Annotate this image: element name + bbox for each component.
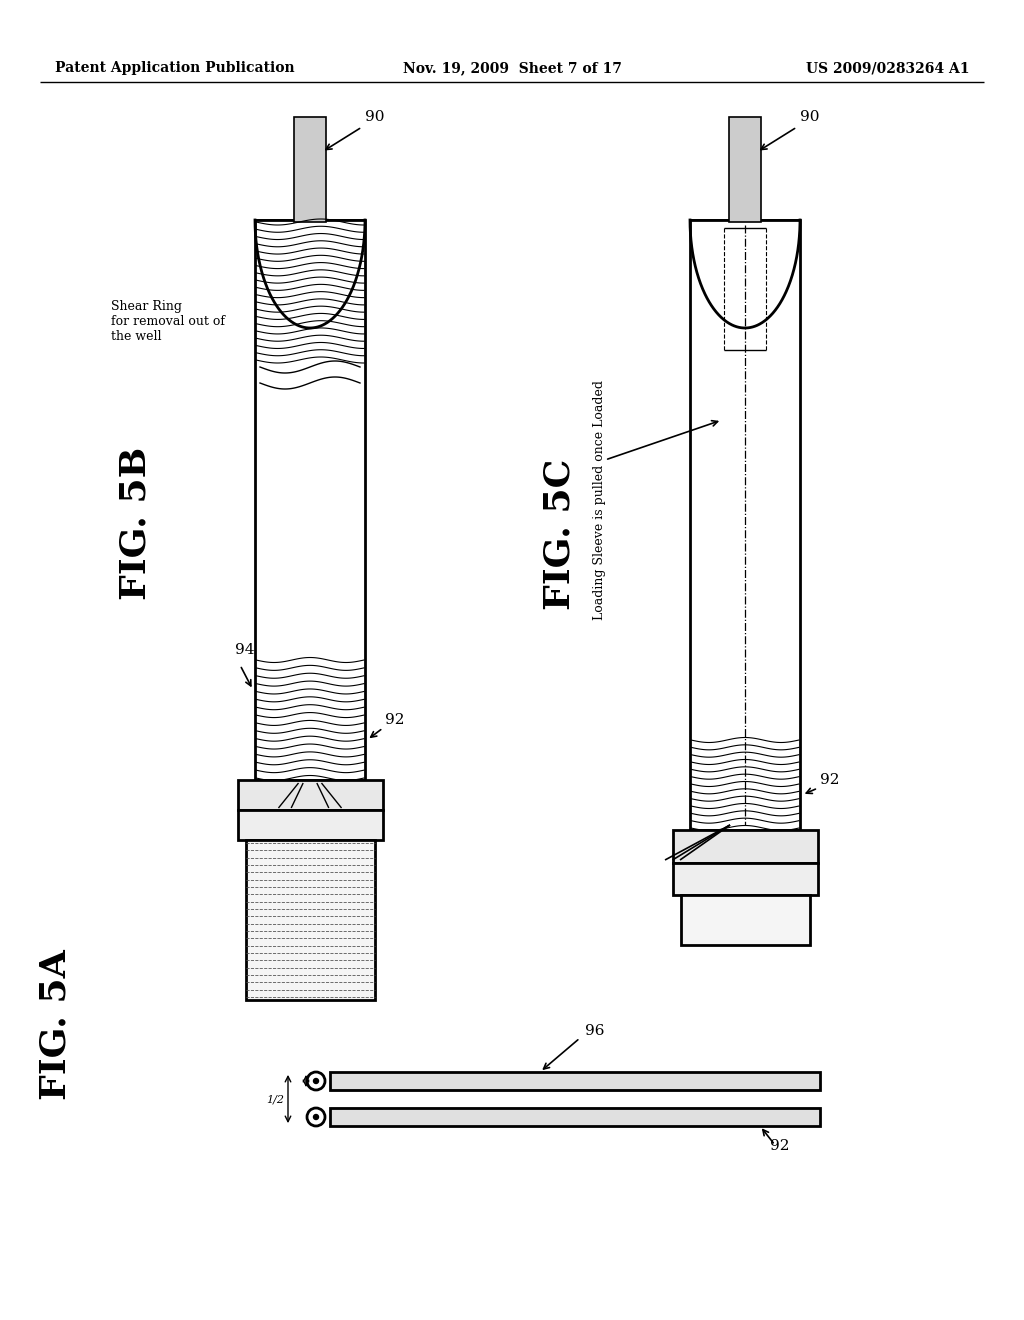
Text: FIG. 5A: FIG. 5A [38, 949, 72, 1100]
Bar [246, 840, 375, 1001]
Text: Patent Application Publication: Patent Application Publication [55, 61, 295, 75]
Bar [690, 220, 800, 830]
Bar [330, 1107, 820, 1126]
Bar [330, 1072, 820, 1090]
Circle shape [313, 1078, 318, 1084]
Text: 1/2: 1/2 [266, 1094, 284, 1104]
Text: FIG. 5C: FIG. 5C [543, 458, 577, 610]
Text: Shear Ring
for removal out of
the well: Shear Ring for removal out of the well [111, 300, 225, 343]
Text: 96: 96 [586, 1024, 605, 1038]
Bar [673, 830, 817, 863]
Bar [238, 810, 383, 840]
Bar [729, 117, 761, 222]
Bar [294, 117, 326, 222]
Bar [673, 863, 817, 895]
Text: 92: 92 [770, 1139, 790, 1152]
Circle shape [313, 1114, 318, 1119]
Text: 90: 90 [365, 110, 384, 124]
Text: 90: 90 [800, 110, 819, 124]
Text: Nov. 19, 2009  Sheet 7 of 17: Nov. 19, 2009 Sheet 7 of 17 [402, 61, 622, 75]
Text: FIG. 5B: FIG. 5B [118, 446, 152, 601]
Text: US 2009/0283264 A1: US 2009/0283264 A1 [807, 61, 970, 75]
Bar [238, 780, 383, 810]
Text: Loading Sleeve is pulled once Loaded: Loading Sleeve is pulled once Loaded [594, 380, 606, 620]
Bar [255, 220, 365, 780]
Circle shape [307, 1072, 325, 1090]
Text: 94: 94 [234, 643, 255, 657]
Text: 92: 92 [385, 713, 404, 727]
Text: 92: 92 [820, 774, 840, 787]
Circle shape [307, 1107, 325, 1126]
Text: 1/4: 1/4 [308, 1076, 326, 1086]
Bar [681, 895, 810, 945]
